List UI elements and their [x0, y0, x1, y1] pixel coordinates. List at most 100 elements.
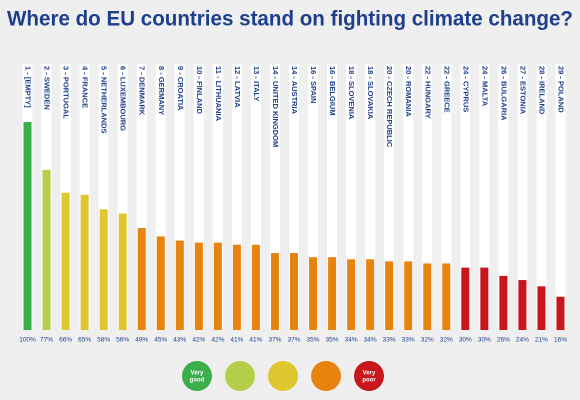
- value-label: 32%: [421, 337, 434, 344]
- bar: [518, 280, 527, 330]
- bar: [328, 257, 337, 330]
- bar: [556, 296, 565, 330]
- value-label: 49%: [135, 337, 148, 344]
- value-label: 77%: [40, 337, 53, 344]
- bar: [309, 257, 318, 330]
- x-tick-label: 18 - SLOVENIA: [347, 66, 356, 120]
- x-tick-label: 24 - MALTA: [480, 66, 489, 107]
- value-label: 41%: [230, 337, 243, 344]
- value-label: 34%: [364, 337, 377, 344]
- x-tick-label: 3 - PORTUGAL: [62, 66, 71, 119]
- bar: [385, 261, 394, 330]
- value-label: 66%: [59, 337, 72, 344]
- value-label: 16%: [554, 337, 567, 344]
- track: [250, 64, 261, 330]
- track: [498, 64, 509, 330]
- legend-marker: [268, 361, 298, 391]
- bar: [423, 263, 432, 330]
- x-tick-label: 27 - ESTONIA: [518, 66, 527, 115]
- bar: [213, 242, 222, 330]
- x-tick-label: 20 - CZECH REPUBLIC: [385, 66, 394, 148]
- track: [212, 64, 223, 330]
- legend-marker: [354, 361, 384, 391]
- track: [117, 64, 128, 330]
- track: [365, 64, 376, 330]
- track: [346, 64, 357, 330]
- legend-marker: [182, 361, 212, 391]
- x-tick-label: 4 - FRANCE: [81, 66, 90, 108]
- track: [308, 64, 319, 330]
- bar: [175, 240, 184, 330]
- bar: [156, 236, 165, 330]
- x-tick-label: 13 - ITALY: [252, 66, 261, 101]
- track: [98, 64, 109, 330]
- track: [231, 64, 242, 330]
- track: [517, 64, 528, 330]
- track: [441, 64, 452, 330]
- value-label: 32%: [440, 337, 453, 344]
- x-tick-label: 16 - SPAIN: [309, 66, 318, 103]
- value-label: 26%: [497, 337, 510, 344]
- track: [289, 64, 299, 330]
- x-tick-label: 22 - HUNGARY: [423, 66, 432, 119]
- value-label: 45%: [154, 337, 167, 344]
- legend-label: Very good: [190, 370, 205, 383]
- track: [460, 64, 471, 330]
- x-tick-label: 11 - LITHUANIA: [214, 66, 223, 122]
- value-label: 100%: [19, 337, 36, 344]
- track: [136, 64, 147, 330]
- value-label: 58%: [97, 337, 110, 344]
- x-tick-label: 16 - BELGIUM: [328, 66, 337, 116]
- x-tick-label: 10 - FINLAND: [195, 66, 204, 115]
- x-tick-label: 7 - DENMARK: [138, 66, 147, 116]
- bar: [251, 244, 260, 330]
- value-label: 35%: [307, 337, 320, 344]
- value-label: 41%: [249, 337, 262, 344]
- value-label: 56%: [116, 337, 129, 344]
- bar: [480, 267, 489, 330]
- x-tick-label: 26 - BULGARIA: [499, 66, 508, 121]
- x-tick-label: 2 - SWEDEN: [43, 66, 52, 110]
- value-label: 34%: [345, 337, 358, 344]
- bar: [404, 261, 413, 330]
- track: [174, 64, 185, 330]
- track: [555, 64, 566, 330]
- track: [479, 64, 490, 330]
- legend-marker: [225, 361, 255, 391]
- bar: [366, 259, 375, 330]
- x-tick-label: 24 - CYPRUS: [461, 66, 470, 112]
- value-label: 21%: [535, 337, 548, 344]
- legend-label: Very poor: [362, 370, 376, 383]
- x-tick-label: 12 - LATVIA: [233, 66, 242, 108]
- bar: [347, 259, 356, 330]
- track: [384, 64, 395, 330]
- x-tick-label: 5 - NETHERLANDS: [100, 66, 109, 134]
- x-tick-label: 6 - LUXEMBOURG: [119, 66, 128, 131]
- value-label: 37%: [287, 337, 300, 344]
- bar: [232, 244, 241, 330]
- value-label: 33%: [383, 337, 396, 344]
- value-label: 30%: [459, 337, 472, 344]
- bar: [23, 122, 32, 330]
- x-tick-label: 14 - UNITED KINGDOM: [271, 66, 280, 147]
- bar: [118, 213, 127, 330]
- x-tick-label: 9 - CROATIA: [176, 66, 185, 111]
- x-tick-label: 8 - GERMANY: [157, 66, 166, 115]
- x-tick-label: 28 - IRELAND: [537, 66, 546, 115]
- x-tick-label: 20 - ROMANIA: [404, 66, 413, 117]
- value-label: 35%: [326, 337, 339, 344]
- value-label: 33%: [402, 337, 415, 344]
- bar: [42, 169, 51, 330]
- value-label: 65%: [78, 337, 91, 344]
- bar: [137, 228, 146, 330]
- track: [327, 64, 338, 330]
- bar: [61, 192, 70, 330]
- bar: [499, 275, 508, 330]
- x-tick-label: 22 - GREECE: [442, 66, 451, 113]
- track: [536, 64, 547, 330]
- value-label: 37%: [268, 337, 281, 344]
- value-label: 42%: [211, 337, 224, 344]
- bar: [99, 209, 108, 330]
- x-tick-label: 14 - AUSTRIA: [290, 66, 299, 115]
